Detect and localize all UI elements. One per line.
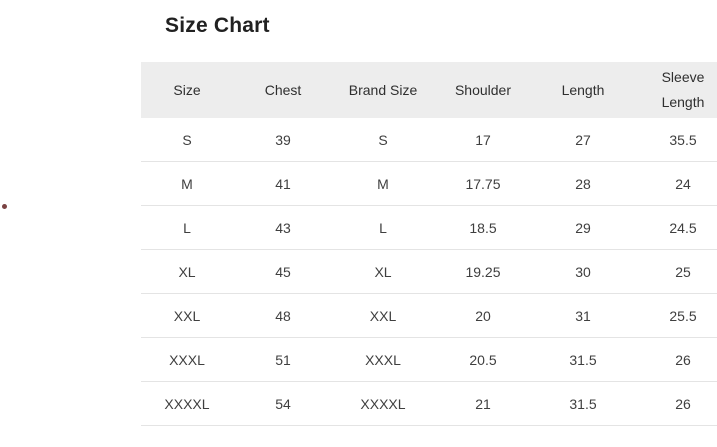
table-cell: 18.5 — [469, 219, 497, 236]
table-cell: 45 — [275, 263, 291, 280]
header-row: Size Chest Brand Size Shoulder Length Sleeve … — [141, 62, 717, 118]
size-chart-header: Size Chest Brand Size Shoulder Length Sleeve … — [141, 62, 717, 118]
table-cell: 19.25 — [465, 263, 501, 280]
table-cell: M — [377, 175, 389, 192]
table-cell: 24 — [675, 175, 691, 192]
table-cell: 21 — [475, 395, 491, 412]
table-cell: 39 — [275, 131, 291, 148]
table-cell: XXL — [173, 307, 201, 324]
table-cell: XXXL — [169, 351, 205, 368]
table-cell: 20 — [475, 307, 491, 324]
table-cell: L — [183, 219, 191, 236]
table-cell: 26 — [675, 395, 691, 412]
table-cell: 20.5 — [469, 351, 497, 368]
table-cell: 48 — [275, 307, 291, 324]
table-cell: 41 — [275, 175, 291, 192]
header-cell: Chest — [264, 81, 302, 98]
table-cell: S — [378, 131, 388, 148]
table-cell: 35.5 — [669, 131, 697, 148]
table-cell: XXXXL — [164, 395, 210, 412]
table-cell: 43 — [275, 219, 291, 236]
table-cell: S — [182, 131, 192, 148]
table-row: XXXL 51 XXXL 20.5 31.5 26 — [141, 338, 717, 382]
table-row: XXL 48 XXL 20 31 25.5 — [141, 294, 717, 338]
size-chart-table: Size Chest Brand Size Shoulder Length Sleeve … — [141, 62, 717, 426]
table-cell: 29 — [575, 219, 591, 236]
table-row: S 39 S 17 27 35.5 — [141, 118, 717, 162]
header-cell: Sleeve Length — [661, 69, 705, 110]
header-cell: Brand Size — [348, 81, 418, 98]
table-cell: M — [181, 175, 193, 192]
table-cell: L — [379, 219, 387, 236]
table-cell: XXL — [369, 307, 397, 324]
table-cell: 27 — [575, 131, 591, 148]
table-cell: 17 — [475, 131, 491, 148]
stray-dot-artifact — [2, 204, 7, 209]
table-row: XXXXL 54 XXXXL 21 31.5 26 — [141, 382, 717, 426]
header-cell: Size — [173, 81, 201, 98]
table-cell: XXXXL — [360, 395, 406, 412]
table-cell: XL — [374, 263, 392, 280]
table-row: M 41 M 17.75 28 24 — [141, 162, 717, 206]
page-title: Size Chart — [165, 14, 270, 37]
table-cell: XL — [178, 263, 196, 280]
table-cell: 28 — [575, 175, 591, 192]
table-cell: 17.75 — [465, 175, 501, 192]
table-cell: 54 — [275, 395, 291, 412]
table-cell: 31.5 — [569, 395, 597, 412]
table-cell: 31.5 — [569, 351, 597, 368]
table-cell: 51 — [275, 351, 291, 368]
table-cell: 30 — [575, 263, 591, 280]
table-row: XL 45 XL 19.25 30 25 — [141, 250, 717, 294]
size-chart-body: S 39 S 17 27 35.5 M 41 M 17.75 28 24 L 43 L 18.5 29 24.5 X… — [141, 118, 717, 426]
header-cell: Shoulder — [454, 81, 512, 98]
table-cell: 24.5 — [669, 219, 697, 236]
header-cell: Length — [561, 81, 605, 98]
table-cell: 25.5 — [669, 307, 697, 324]
table-cell: XXXL — [365, 351, 401, 368]
table-cell: 31 — [575, 307, 591, 324]
table-cell: 26 — [675, 351, 691, 368]
table-row: L 43 L 18.5 29 24.5 — [141, 206, 717, 250]
table-cell: 25 — [675, 263, 691, 280]
size-chart-table-container: Size Chest Brand Size Shoulder Length Sleeve … — [141, 62, 717, 426]
